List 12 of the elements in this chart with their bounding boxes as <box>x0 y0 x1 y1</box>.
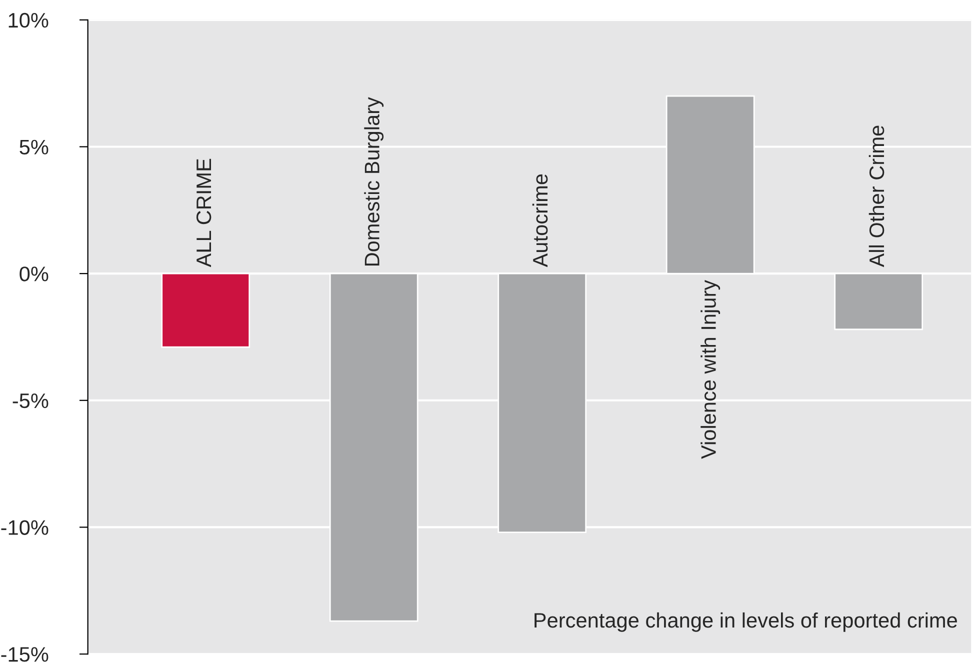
x-tick-label: Domestic Burglary <box>364 97 384 266</box>
annotation: Percentage change in levels of reported crime <box>534 612 957 632</box>
y-tick-label: 5% <box>20 140 48 154</box>
y-tick-label: 0% <box>20 266 48 282</box>
x-tick-label: ALL CRIME <box>196 158 212 268</box>
y-tick-label: 10% <box>8 12 48 28</box>
y-tick-label: -5% <box>12 393 48 408</box>
x-tick-label: All Other Crime <box>868 126 884 268</box>
y-tick-label: -15% <box>1 647 48 662</box>
y-tick-label: -10% <box>1 520 48 535</box>
x-tick-label: Violence with Injury <box>700 280 720 459</box>
x-tick-label: Autocrime <box>532 174 548 268</box>
